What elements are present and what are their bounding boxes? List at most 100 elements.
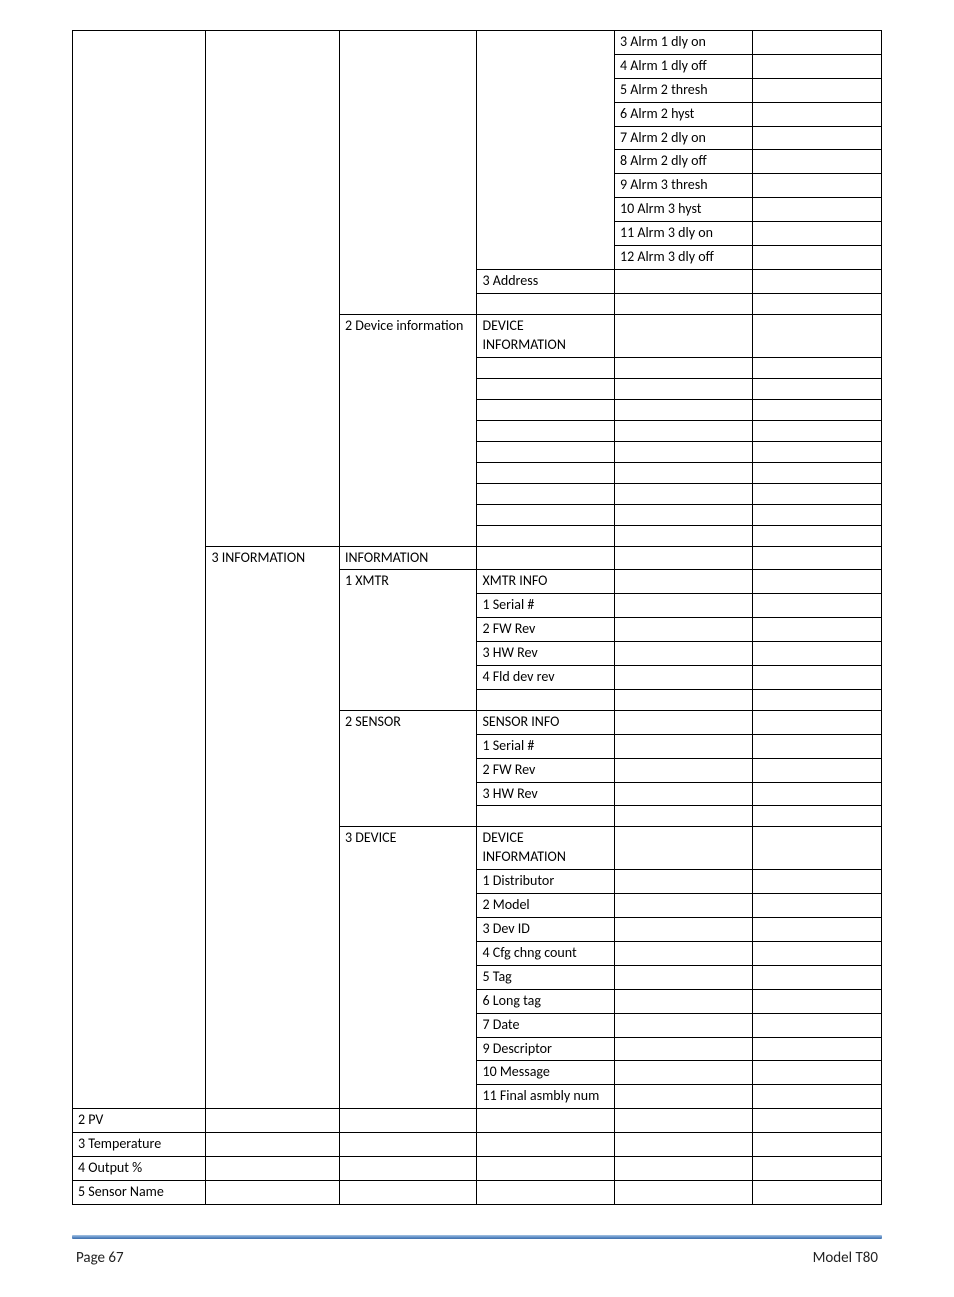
alarm-cell: 10 Alrm 3 hyst xyxy=(615,198,753,222)
table-row: 4 Output % xyxy=(73,1156,882,1180)
bottom-c1: 4 Output % xyxy=(73,1156,206,1180)
bottom-c1: 2 PV xyxy=(73,1109,206,1133)
col4-cell xyxy=(477,1180,615,1204)
xmtr-c4: 2 FW Rev xyxy=(477,618,615,642)
col5-cell xyxy=(615,827,753,870)
col4-cell xyxy=(477,357,615,378)
col6-cell xyxy=(752,546,881,570)
col6-cell xyxy=(752,689,881,710)
device-c4: 9 Descriptor xyxy=(477,1037,615,1061)
xmtr-c4: 3 HW Rev xyxy=(477,642,615,666)
bottom-c1: 3 Temperature xyxy=(73,1133,206,1157)
col4-cell xyxy=(477,293,615,314)
col4-cell xyxy=(477,1156,615,1180)
device-c4: DEVICE INFORMATION xyxy=(477,827,615,870)
col4-cell xyxy=(477,441,615,462)
col5-cell xyxy=(615,1133,753,1157)
col5-cell xyxy=(615,1156,753,1180)
col5-cell xyxy=(615,642,753,666)
col5-cell xyxy=(615,462,753,483)
col6-cell xyxy=(752,965,881,989)
col6-cell xyxy=(752,174,881,198)
col6-cell xyxy=(752,1180,881,1204)
col6-cell xyxy=(752,806,881,827)
col4-cell xyxy=(477,378,615,399)
col2-cont xyxy=(206,31,339,547)
col4-cell xyxy=(477,399,615,420)
col6-cell xyxy=(752,1013,881,1037)
xmtr-c4: 1 Serial # xyxy=(477,594,615,618)
col5-cell xyxy=(615,941,753,965)
col5-cell xyxy=(615,710,753,734)
col6-cell xyxy=(752,246,881,270)
col4-cell xyxy=(477,420,615,441)
col6-cell xyxy=(752,31,881,55)
col5-cell xyxy=(615,689,753,710)
sensor-c4: SENSOR INFO xyxy=(477,710,615,734)
col6-cell xyxy=(752,666,881,690)
col6-cell xyxy=(752,525,881,546)
col6-cell xyxy=(752,222,881,246)
col5-cell xyxy=(615,483,753,504)
col6-cell xyxy=(752,378,881,399)
col6-cell xyxy=(752,78,881,102)
alarm-cell: 4 Alrm 1 dly off xyxy=(615,54,753,78)
col6-cell xyxy=(752,618,881,642)
col5-cell xyxy=(615,441,753,462)
col3-cell xyxy=(339,1156,477,1180)
col5-cell xyxy=(615,1109,753,1133)
col6-cell xyxy=(752,462,881,483)
col6-cell xyxy=(752,269,881,293)
xmtr-c3: 1 XMTR xyxy=(339,570,477,710)
col3-cell xyxy=(339,1109,477,1133)
col2-cell xyxy=(206,1133,339,1157)
alarm-cell: 8 Alrm 2 dly off xyxy=(615,150,753,174)
col4-cell xyxy=(477,462,615,483)
device-c4: 6 Long tag xyxy=(477,989,615,1013)
col6-cell xyxy=(752,54,881,78)
col4-cell xyxy=(477,1133,615,1157)
col6-cell xyxy=(752,357,881,378)
col5-cell xyxy=(615,420,753,441)
sensor-c4: 2 FW Rev xyxy=(477,758,615,782)
col5-cell xyxy=(615,546,753,570)
sensor-c4 xyxy=(477,806,615,827)
footer: Page 67 Model T80 xyxy=(72,1249,882,1267)
col6-cell xyxy=(752,758,881,782)
col4-cell xyxy=(477,504,615,525)
col6-cell xyxy=(752,504,881,525)
xmtr-c4: XMTR INFO xyxy=(477,570,615,594)
col5-cell xyxy=(615,525,753,546)
device-c4: 5 Tag xyxy=(477,965,615,989)
col2-cell xyxy=(206,1180,339,1204)
col5-cell xyxy=(615,806,753,827)
col4-cell xyxy=(477,1109,615,1133)
col5-cell xyxy=(615,594,753,618)
col5-cell xyxy=(615,894,753,918)
devinfo-c3: 2 Device information xyxy=(339,314,477,546)
col5-cell xyxy=(615,758,753,782)
col6-cell xyxy=(752,198,881,222)
device-c4: 4 Cfg chng count xyxy=(477,941,615,965)
table-row: 5 Sensor Name xyxy=(73,1180,882,1204)
table-row: 2 PV xyxy=(73,1109,882,1133)
col5-cell xyxy=(615,618,753,642)
col6-cell xyxy=(752,1037,881,1061)
device-c4: 10 Message xyxy=(477,1061,615,1085)
col6-cell xyxy=(752,1133,881,1157)
col5-cell xyxy=(615,293,753,314)
col6-cell xyxy=(752,1061,881,1085)
bottom-c1: 5 Sensor Name xyxy=(73,1180,206,1204)
col6-cell xyxy=(752,570,881,594)
col5-cell xyxy=(615,989,753,1013)
col3-cell xyxy=(339,1133,477,1157)
table-row: 3 Alrm 1 dly on xyxy=(73,31,882,55)
info-c2: 3 INFORMATION xyxy=(206,546,339,1109)
col6-cell xyxy=(752,710,881,734)
col6-cell xyxy=(752,1109,881,1133)
col6-cell xyxy=(752,399,881,420)
sensor-c3: 2 SENSOR xyxy=(339,710,477,827)
col4-cell xyxy=(477,546,615,570)
col6-cell xyxy=(752,293,881,314)
col5-cell xyxy=(615,965,753,989)
